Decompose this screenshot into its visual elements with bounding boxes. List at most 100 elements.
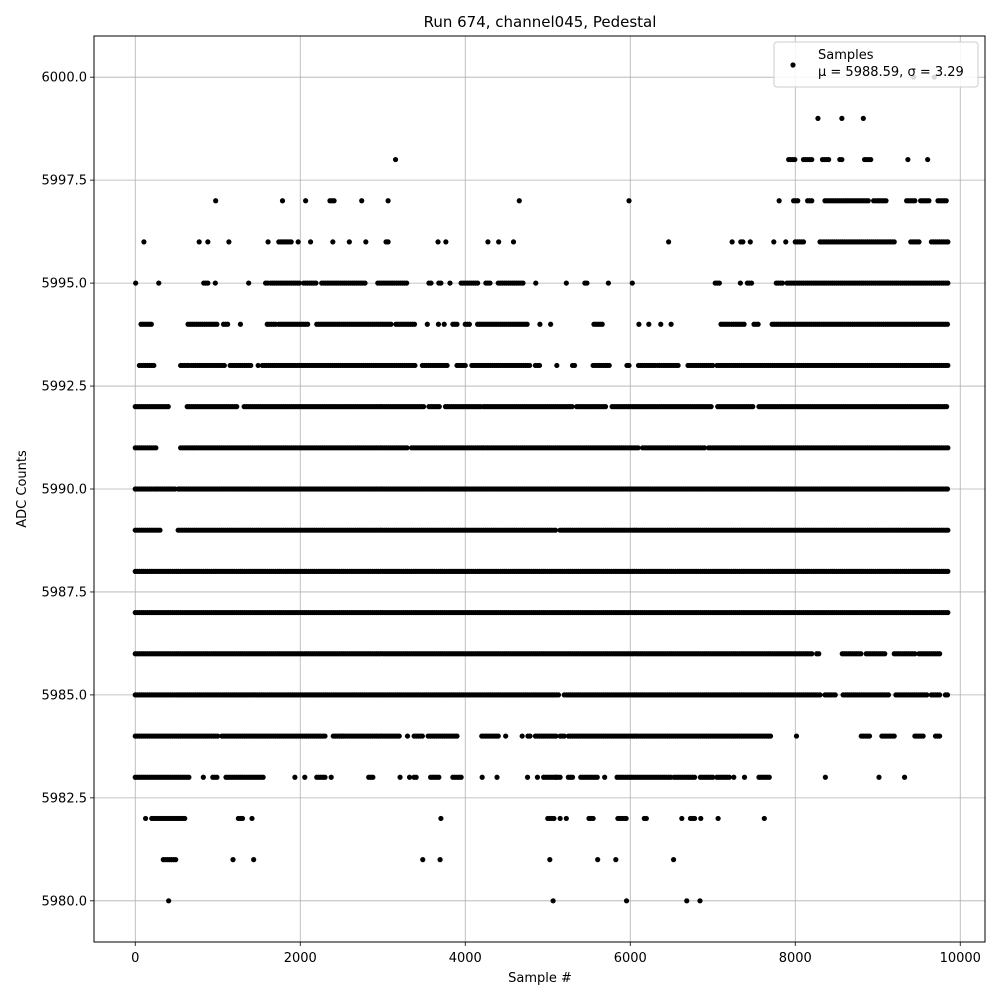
sample-point: [487, 280, 493, 286]
legend: Samples μ = 5988.59, σ = 3.29: [773, 41, 979, 88]
y-axis-label: ADC Counts: [15, 450, 30, 528]
sample-point: [516, 198, 522, 204]
sample-point: [153, 445, 159, 451]
sample-point: [249, 815, 255, 822]
sample-point: [141, 239, 147, 245]
sample-point: [944, 404, 950, 410]
sample-point: [776, 198, 782, 204]
sample-point: [740, 239, 746, 245]
sample-point: [436, 774, 442, 780]
sample-point: [362, 280, 368, 286]
sample-point: [388, 321, 394, 327]
sample-point: [925, 156, 931, 163]
sample-point: [551, 815, 557, 822]
sample-point: [826, 156, 832, 163]
sample-point: [186, 774, 192, 780]
sample-point: [945, 568, 951, 574]
sample-point: [731, 774, 737, 780]
sample-point: [234, 404, 240, 410]
sample-point: [708, 404, 714, 410]
sample-point: [200, 774, 206, 780]
sample-point: [710, 362, 716, 369]
y-tick-label: 5995.0: [42, 277, 88, 292]
sample-point: [623, 815, 629, 822]
sample-point: [557, 815, 563, 822]
sample-point: [684, 898, 690, 904]
sample-point: [322, 733, 328, 739]
sample-point: [809, 156, 815, 163]
sample-point: [839, 115, 845, 121]
sample-point: [397, 774, 403, 780]
sample-point: [741, 321, 747, 327]
sample-point: [328, 774, 334, 780]
sample-point: [548, 321, 554, 327]
sample-point: [151, 362, 157, 369]
sample-point: [569, 404, 575, 410]
sample-point: [761, 815, 767, 822]
sample-point: [385, 198, 391, 204]
sample-point: [675, 362, 681, 369]
sample-point: [584, 280, 590, 286]
sample-point: [726, 774, 732, 780]
sample-point: [447, 280, 453, 286]
sample-point: [331, 198, 337, 204]
sample-point: [295, 239, 301, 245]
sample-point: [594, 774, 600, 780]
sample-point: [346, 239, 352, 245]
sample-point: [623, 898, 630, 904]
sample-point: [883, 198, 889, 204]
sample-point: [215, 733, 221, 739]
x-tick-label: 6000: [614, 951, 647, 966]
sample-point: [296, 280, 303, 286]
sample-point: [156, 280, 162, 286]
legend-marker: [790, 62, 796, 68]
sample-point: [750, 404, 756, 410]
sample-point: [438, 280, 444, 286]
sample-point: [937, 651, 943, 657]
sample-point: [396, 733, 402, 739]
sample-point: [860, 115, 866, 121]
sample-point: [157, 527, 163, 533]
sample-point: [458, 774, 464, 780]
x-tick-label: 2000: [284, 951, 317, 966]
sample-point: [438, 815, 444, 822]
sample-point: [212, 280, 218, 286]
y-tick-label: 5985.0: [42, 688, 88, 703]
sample-point: [697, 898, 703, 904]
sample-point: [555, 692, 562, 698]
sample-point: [692, 774, 698, 780]
sample-point: [876, 774, 882, 780]
chart-title: Run 674, channel045, Pedestal: [424, 13, 657, 31]
sample-point: [891, 239, 897, 245]
sample-point: [550, 898, 556, 904]
sample-point: [561, 733, 567, 739]
sample-point: [809, 651, 815, 657]
sample-point: [406, 774, 413, 780]
sample-point: [779, 280, 786, 286]
sample-point: [359, 198, 365, 204]
sample-point: [912, 198, 918, 204]
sample-point: [748, 280, 755, 286]
sample-point: [792, 156, 798, 163]
sample-point: [701, 445, 708, 451]
sample-point: [626, 362, 632, 369]
sample-point: [519, 733, 525, 739]
y-tick-label: 6000.0: [42, 71, 88, 86]
sample-point: [755, 321, 761, 327]
sample-point: [419, 733, 425, 739]
sample-point: [503, 733, 509, 739]
sample-point: [643, 815, 649, 822]
sample-point: [715, 815, 721, 822]
sample-point: [496, 239, 502, 245]
x-tick-label: 0: [131, 951, 139, 966]
sample-point: [809, 198, 815, 204]
sample-point: [443, 239, 449, 245]
sample-point: [404, 445, 410, 451]
sample-point: [599, 321, 605, 327]
sample-point: [916, 239, 922, 245]
sample-point: [237, 321, 244, 327]
sample-point: [142, 815, 149, 822]
sample-point: [166, 898, 172, 904]
sample-point: [795, 198, 801, 204]
